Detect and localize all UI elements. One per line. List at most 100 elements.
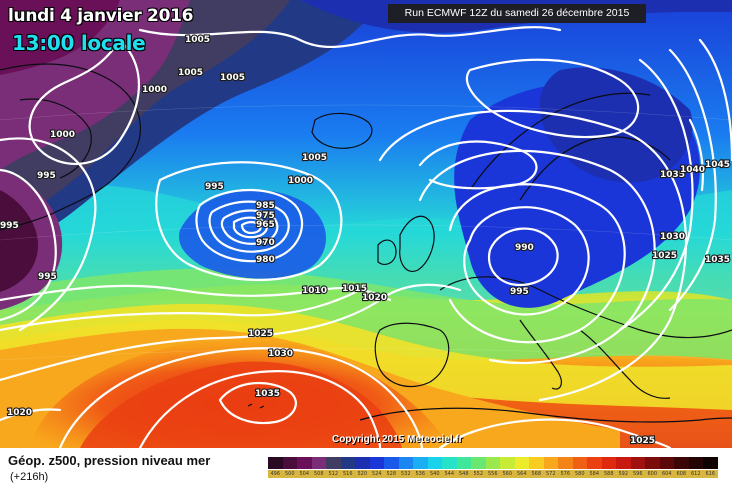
copyright-notice: Copyright 2015 Meteociel.fr xyxy=(332,434,463,445)
scale-swatch xyxy=(369,457,384,469)
scale-swatch xyxy=(398,457,413,469)
scale-swatch xyxy=(485,457,500,469)
scale-swatch xyxy=(355,457,370,469)
isobar-low-r2 xyxy=(208,200,290,253)
scale-tick-label: 552 xyxy=(471,470,486,478)
scale-step: 504 xyxy=(297,457,312,478)
scale-tick-label: 524 xyxy=(369,470,384,478)
scale-swatch xyxy=(529,457,544,469)
scale-tick-label: 616 xyxy=(703,470,718,478)
scale-tick-label: 568 xyxy=(529,470,544,478)
isobar-label: 1035 xyxy=(255,389,280,399)
uk-coast xyxy=(399,215,435,272)
scale-step: 604 xyxy=(659,457,674,478)
scale-tick-label: 576 xyxy=(558,470,573,478)
scale-swatch xyxy=(340,457,355,469)
isobar-label: 995 xyxy=(37,171,56,181)
scale-step: 616 xyxy=(703,457,718,478)
isobar-1020 xyxy=(0,283,462,382)
scale-swatch xyxy=(543,457,558,469)
graticule xyxy=(0,104,732,361)
iceland-coast xyxy=(311,112,373,149)
isobar-label: 1030 xyxy=(660,232,685,242)
scale-swatch xyxy=(326,457,341,469)
scale-swatch xyxy=(311,457,326,469)
scale-step: 576 xyxy=(558,457,573,478)
forecast-date: lundi 4 janvier 2016 xyxy=(8,6,194,26)
isobar-north-loop xyxy=(418,140,538,190)
isobar-south-1025 xyxy=(438,418,672,448)
isobar-label: 995 xyxy=(205,182,224,192)
scale-swatch xyxy=(688,457,703,469)
scale-step: 536 xyxy=(413,457,428,478)
zone-atlantic-low xyxy=(179,190,327,279)
isobar-1005-west xyxy=(0,137,97,332)
color-scale: 496 500 504 508 512 516 520 524 528 532 536 540 544 5… xyxy=(268,457,718,478)
scale-step: 500 xyxy=(282,457,297,478)
scale-swatch xyxy=(616,457,631,469)
scale-tick-label: 580 xyxy=(572,470,587,478)
isobar-label: 965 xyxy=(256,220,275,230)
scale-swatch xyxy=(558,457,573,469)
isobar-label: 975 xyxy=(256,211,275,221)
isobar-1000-low xyxy=(155,161,343,282)
isobar-label: 980 xyxy=(256,255,275,265)
scale-tick-label: 512 xyxy=(326,470,341,478)
italy-coast xyxy=(519,319,562,390)
scale-step: 572 xyxy=(543,457,558,478)
ireland-coast xyxy=(377,239,397,265)
scale-tick-label: 508 xyxy=(311,470,326,478)
scale-step: 608 xyxy=(674,457,689,478)
lead-time: (+216h) xyxy=(10,471,49,483)
scale-swatch xyxy=(703,457,718,469)
weather-map: 1005 1005 1005 1000 1000 995 995 995 100… xyxy=(0,0,732,448)
scale-swatch xyxy=(282,457,297,469)
isobar-europe-995 xyxy=(463,206,590,316)
isobar-label: 1000 xyxy=(50,130,75,140)
zone-europe-core xyxy=(539,67,693,183)
scale-swatch xyxy=(297,457,312,469)
scale-swatch xyxy=(674,457,689,469)
europe-coast xyxy=(439,276,732,339)
isobar-label: 990 xyxy=(515,243,534,253)
scale-tick-label: 500 xyxy=(282,470,297,478)
balkans-coast xyxy=(579,329,671,399)
scale-step: 520 xyxy=(355,457,370,478)
scale-tick-label: 548 xyxy=(456,470,471,478)
isobar-low-r4 xyxy=(232,216,268,239)
scale-swatch xyxy=(587,457,602,469)
isobar-label: 1005 xyxy=(220,73,245,83)
isobar-low-r5 xyxy=(240,221,262,235)
greenland-inner xyxy=(19,98,92,179)
scale-step: 552 xyxy=(471,457,486,478)
isobar-europe-990 xyxy=(487,227,559,287)
scale-swatch xyxy=(601,457,616,469)
field-title: Géop. z500, pression niveau mer xyxy=(8,453,211,468)
scale-step: 532 xyxy=(398,457,413,478)
isobar-label: 1015 xyxy=(342,284,367,294)
scale-tick-label: 588 xyxy=(601,470,616,478)
scale-step: 592 xyxy=(616,457,631,478)
scale-step: 600 xyxy=(645,457,660,478)
scale-step: 512 xyxy=(326,457,341,478)
isobar-label: 1000 xyxy=(142,85,167,95)
isobar-label: 1025 xyxy=(652,251,677,261)
scale-step: 584 xyxy=(587,457,602,478)
scale-tick-label: 596 xyxy=(630,470,645,478)
scale-step: 528 xyxy=(384,457,399,478)
scale-swatch xyxy=(514,457,529,469)
isobar-low-r3 xyxy=(220,209,279,245)
isobar-label: 995 xyxy=(0,221,19,231)
isobar-east-1030 xyxy=(668,48,717,312)
zone-purple-top xyxy=(0,0,120,75)
scale-tick-label: 496 xyxy=(268,470,283,478)
scale-tick-label: 564 xyxy=(514,470,529,478)
scale-swatch xyxy=(442,457,457,469)
scale-tick-label: 600 xyxy=(645,470,660,478)
scale-step: 560 xyxy=(500,457,515,478)
scale-swatch xyxy=(645,457,660,469)
isobar-1015 xyxy=(0,288,362,332)
isobar-europe-1005 xyxy=(418,149,656,365)
scale-tick-label: 604 xyxy=(659,470,674,478)
